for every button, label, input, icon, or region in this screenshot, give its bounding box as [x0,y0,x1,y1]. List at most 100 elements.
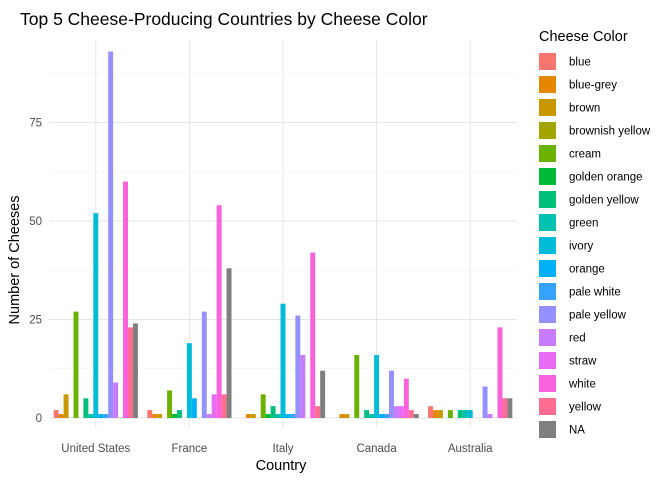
legend-key [539,375,556,392]
bar [221,394,227,418]
bar [216,205,222,418]
legend-label: pale yellow [569,310,627,322]
bar [384,414,389,418]
bar [354,354,360,418]
bar [98,414,104,418]
x-axis-ticks: United States France Italy Canada Australia [61,443,493,455]
bar [132,323,138,418]
bar [428,406,434,418]
bar [260,394,266,418]
bar [201,311,207,418]
legend-key [539,53,556,70]
bar [275,414,281,418]
y-tick-label: 75 [29,118,42,130]
bar [344,414,350,418]
bar [437,410,443,418]
bar [206,414,212,418]
bar [147,410,153,418]
bar [265,414,271,418]
bar [152,414,158,418]
legend-key [539,122,556,139]
bar [467,410,473,418]
legend-key [539,76,556,93]
bar [157,414,163,418]
bar [270,406,276,418]
bar [369,414,375,418]
legend-key [539,306,556,323]
legend-label: brownish yellow [569,126,651,138]
bar [462,410,468,418]
y-axis-ticks: 0 25 50 75 [29,118,42,426]
bar [433,410,438,418]
bar [226,268,232,418]
legend-key [539,168,556,185]
bar [300,354,306,418]
legend-key [539,421,556,438]
bar [447,410,453,418]
bar [88,414,94,418]
y-tick-label: 50 [29,216,42,228]
bar [245,414,251,418]
bar [497,327,503,418]
bar [186,343,192,418]
bar [167,390,173,418]
legend-label: white [568,379,596,391]
bar [379,414,385,418]
legend-label: golden orange [569,172,643,184]
bar [295,315,301,418]
bar [374,354,380,418]
legend-label: cream [569,149,601,161]
legend-key [539,352,556,369]
bar [320,370,326,418]
bar [413,414,419,418]
bar [128,327,133,418]
bar [285,414,291,418]
bar [250,414,256,418]
bar [53,410,59,418]
legend-label: red [569,333,586,345]
bar [310,252,316,418]
legend-label: pale white [569,287,621,299]
legend-key [539,260,556,277]
bar [280,303,286,418]
legend-key [539,191,556,208]
bar [83,398,89,418]
bar [123,181,129,418]
legend-label: golden yellow [569,195,639,207]
legend-title: Cheese Color [539,29,628,45]
bar [58,414,64,418]
bar [108,51,114,419]
legend-key [539,398,556,415]
bar [63,394,69,418]
bars [53,51,513,419]
bar [388,370,394,418]
legend: Cheese Color blue blue-grey brown brownish … [539,29,651,438]
legend-label: ivory [569,241,594,253]
bar [398,406,404,418]
bar [73,311,79,418]
bar [177,410,182,418]
legend-label: NA [569,425,585,437]
bar [315,406,321,418]
bar [403,378,409,418]
legend-label: brown [569,103,600,115]
bar [339,414,345,418]
bar [93,213,99,418]
x-tick-label: United States [61,443,130,455]
bar [191,398,197,418]
bar [103,414,109,418]
bar [457,410,463,418]
legend-key [539,283,556,300]
legend-label: blue [569,57,591,69]
legend-key [539,237,556,254]
legend-label: green [569,218,598,230]
x-axis-title: Country [256,458,308,474]
bar [482,386,488,418]
legend-label: blue-grey [569,80,617,92]
x-tick-label: Australia [448,443,493,455]
x-tick-label: France [172,443,208,455]
legend-key [539,214,556,231]
legend-key [539,99,556,116]
bar [408,410,414,418]
